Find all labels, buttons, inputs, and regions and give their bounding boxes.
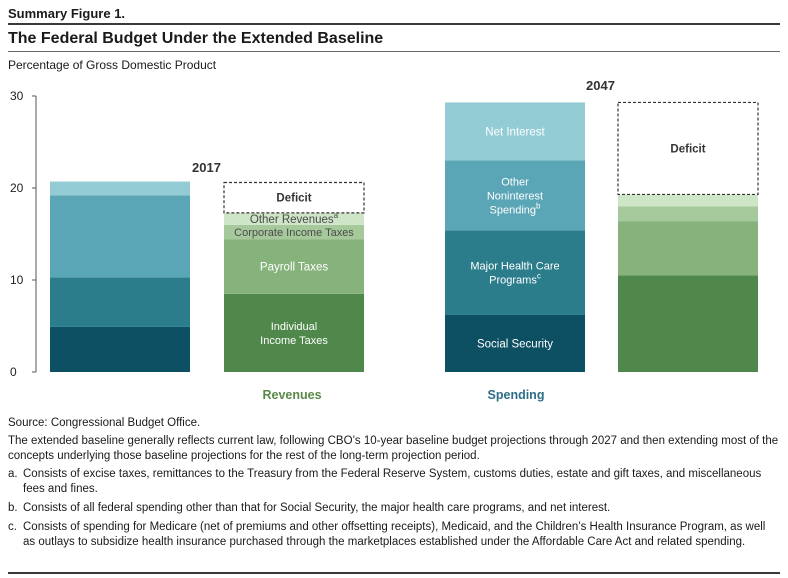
segment-label: Net Interest [485,126,545,138]
segment-label: Payroll Taxes [260,262,328,274]
bar-segment-major-health-care-programs [445,230,585,315]
segment-label: Other Revenuesa [250,211,339,226]
deficit-label: Deficit [276,193,311,205]
footnote-marker: a. [8,468,18,480]
bar-segment-payroll-taxes [224,239,364,294]
y-tick-label: 20 [10,181,24,195]
bar-segment-other-revenues [224,212,364,225]
bar-segment-other-noninterest-spending [50,195,190,278]
footnote-marker: b. [8,502,18,514]
footnote-marker: c. [8,521,17,533]
footnote-b: b. Consists of all federal spending othe… [8,501,780,516]
bar-segment-other-revenues [618,194,758,207]
y-tick-label: 10 [10,273,24,287]
top-rule [8,23,780,25]
footnote-c: c. Consists of spending for Medicare (ne… [8,520,780,550]
stacked-bar-chart: 0 10 20 30 Individual Income Taxes Payroll Tax… [10,78,759,402]
footnote-text: Consists of excise taxes, remittances to… [23,468,762,495]
source-note: Source: Congressional Budget Office. [8,417,201,429]
bar-segment-payroll-taxes [618,221,758,276]
figure-label: Summary Figure 1. [8,6,126,21]
bar-segment-other-noninterest-spending [445,160,585,231]
deficit-label: Deficit [670,143,705,155]
segment-label: Other Noninterest Spendingb [487,176,543,216]
deficit-box [223,181,365,214]
bar-segment-net-interest [50,181,190,196]
bar-segment-social-security [50,326,190,372]
chart-subtitle: Percentage of Gross Domestic Product [8,58,217,72]
segment-label: Social Security [477,338,553,350]
bar-segment-major-health-care-programs [50,277,190,327]
chart-title: The Federal Budget Under the Extended Ba… [8,30,384,47]
bottom-rule [8,572,780,574]
footnote-text: Consists of spending for Medicare (net o… [23,521,766,548]
y-tick-label: 30 [10,89,24,103]
deficit-box [617,101,759,196]
bar-segment-net-interest [445,102,585,161]
year-label-2017: 2017 [192,160,221,175]
segment-label: Individual Income Taxes [260,321,328,347]
general-note: The extended baseline generally reflects… [8,435,779,462]
footnote-text: Consists of all federal spending other t… [23,502,611,514]
notes: Source: Congressional Budget Office. The… [8,416,780,554]
segment-label: Corporate Income Taxes [234,227,354,239]
title-rule [8,51,780,52]
bar-segment-individual-income-taxes [224,293,364,372]
year-label-2047: 2047 [586,78,615,93]
footnote-a: a. Consists of excise taxes, remittances… [8,467,780,497]
bar-segment-individual-income-taxes [618,275,758,372]
group-label-revenues: Revenues [262,388,321,402]
bar-segment-corporate-income-taxes [618,206,758,222]
y-tick-label: 0 [10,365,17,379]
group-label-spending: Spending [488,388,545,402]
bar-segment-corporate-income-taxes [224,224,364,240]
segment-label: Major Health Care Programsc [470,261,559,287]
bar-segment-social-security [445,314,585,372]
